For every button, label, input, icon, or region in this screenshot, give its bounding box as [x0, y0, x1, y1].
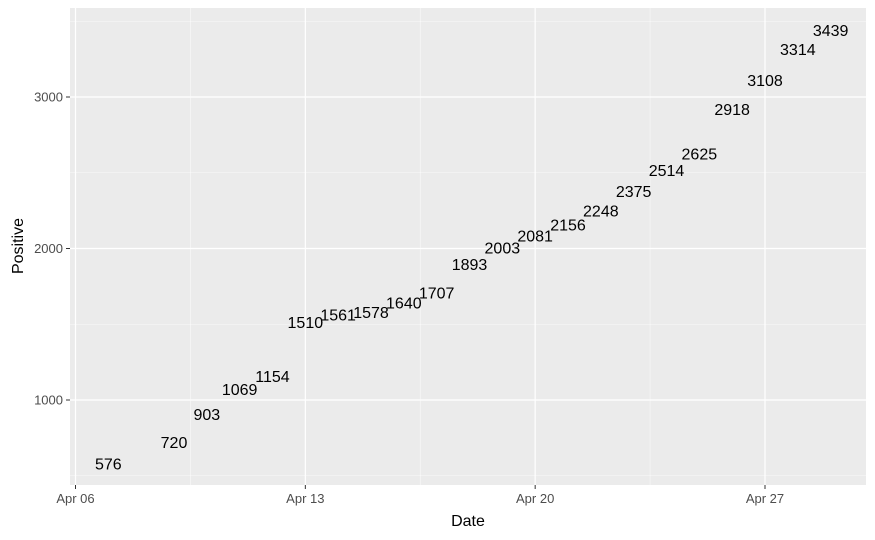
y-axis: 1000 2000 3000: [34, 90, 70, 408]
data-label: 2375: [616, 184, 652, 201]
data-label: 1707: [419, 285, 455, 302]
x-tick-label: Apr 20: [516, 491, 554, 506]
data-label: 3439: [813, 23, 849, 40]
x-tick-label: Apr 13: [286, 491, 324, 506]
data-label: 3314: [780, 42, 816, 59]
data-label: 2081: [517, 229, 553, 246]
data-label: 2918: [714, 102, 750, 119]
data-label: 1640: [386, 296, 422, 313]
y-tick-label: 3000: [34, 90, 63, 105]
data-label: 2625: [682, 146, 718, 163]
grid-major: [70, 8, 866, 485]
x-tick-label: Apr 06: [56, 491, 94, 506]
plot-panel: [70, 8, 866, 485]
y-tick-label: 2000: [34, 241, 63, 256]
data-label: 1578: [353, 305, 389, 322]
data-label: 576: [95, 457, 122, 474]
data-label: 1561: [320, 308, 356, 325]
data-label: 1154: [255, 369, 290, 386]
grid-minor: [70, 8, 866, 485]
data-label: 1510: [288, 315, 324, 332]
data-label: 2003: [485, 241, 521, 258]
data-label: 1893: [452, 257, 488, 274]
data-label: 2156: [550, 217, 586, 234]
x-axis: Apr 06 Apr 13 Apr 20 Apr 27: [56, 485, 784, 506]
y-axis-title: Positive: [10, 218, 27, 274]
data-label: 720: [161, 435, 188, 452]
data-label: 2248: [583, 203, 619, 220]
data-label: 1069: [222, 382, 258, 399]
x-tick-label: Apr 27: [746, 491, 784, 506]
data-label: 2514: [649, 163, 685, 180]
x-axis-title: Date: [451, 513, 485, 530]
y-tick-label: 1000: [34, 393, 63, 408]
data-label: 903: [193, 407, 220, 424]
data-label: 3108: [747, 73, 783, 90]
